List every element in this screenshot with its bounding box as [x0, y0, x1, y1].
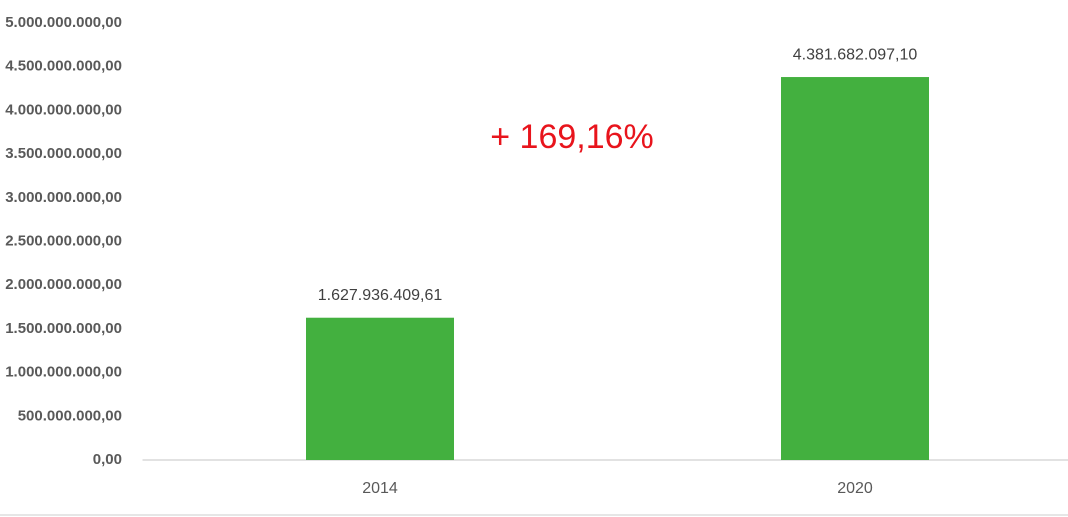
y-tick-label: 5.000.000.000,00	[5, 14, 122, 31]
value-label: 1.627.936.409,61	[318, 287, 443, 304]
x-tick-label: 2020	[837, 480, 873, 497]
value-label: 4.381.682.097,10	[793, 46, 918, 63]
annotation: + 169,16%	[490, 118, 654, 156]
y-tick-label: 2.000.000.000,00	[5, 276, 122, 293]
y-tick-label: 1.000.000.000,00	[5, 364, 122, 381]
y-tick-label: 3.500.000.000,00	[5, 145, 122, 162]
bar	[781, 77, 929, 460]
y-tick-label: 500.000.000,00	[18, 407, 122, 424]
y-tick-label: 4.000.000.000,00	[5, 101, 122, 118]
y-tick-label: 2.500.000.000,00	[5, 232, 122, 249]
y-tick-label: 0,00	[93, 451, 122, 468]
y-tick-label: 4.500.000.000,00	[5, 58, 122, 75]
x-tick-label: 2014	[362, 480, 398, 497]
y-tick-label: 3.000.000.000,00	[5, 189, 122, 206]
bar	[306, 317, 454, 460]
y-tick-label: 1.500.000.000,00	[5, 320, 122, 337]
